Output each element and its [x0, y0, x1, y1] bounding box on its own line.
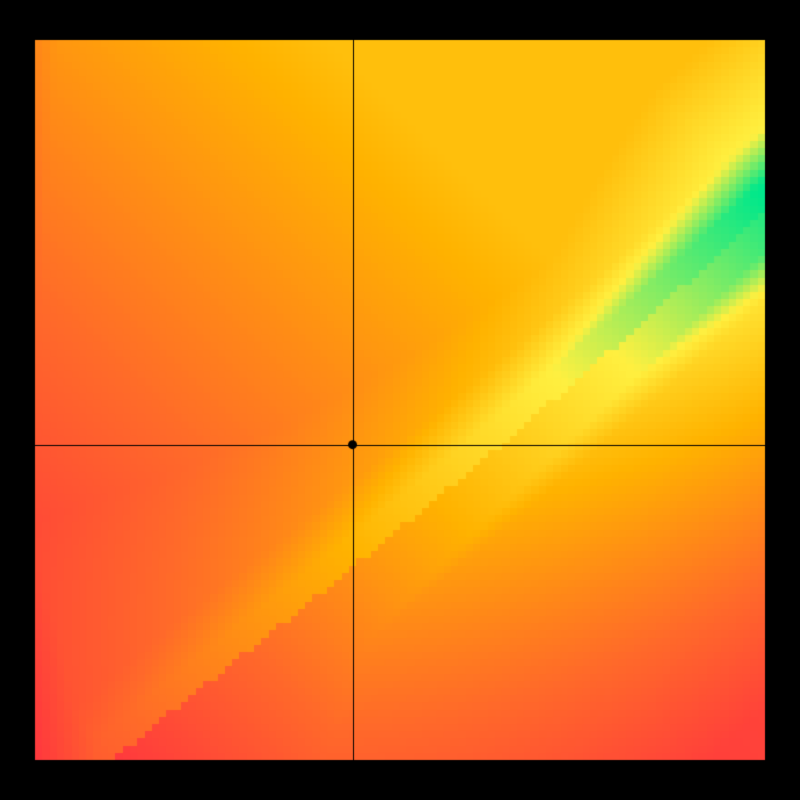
- watermark-label: TheBottleneck.com: [561, 10, 764, 36]
- chart-container: TheBottleneck.com: [0, 0, 800, 800]
- heatmap-canvas: [0, 0, 800, 800]
